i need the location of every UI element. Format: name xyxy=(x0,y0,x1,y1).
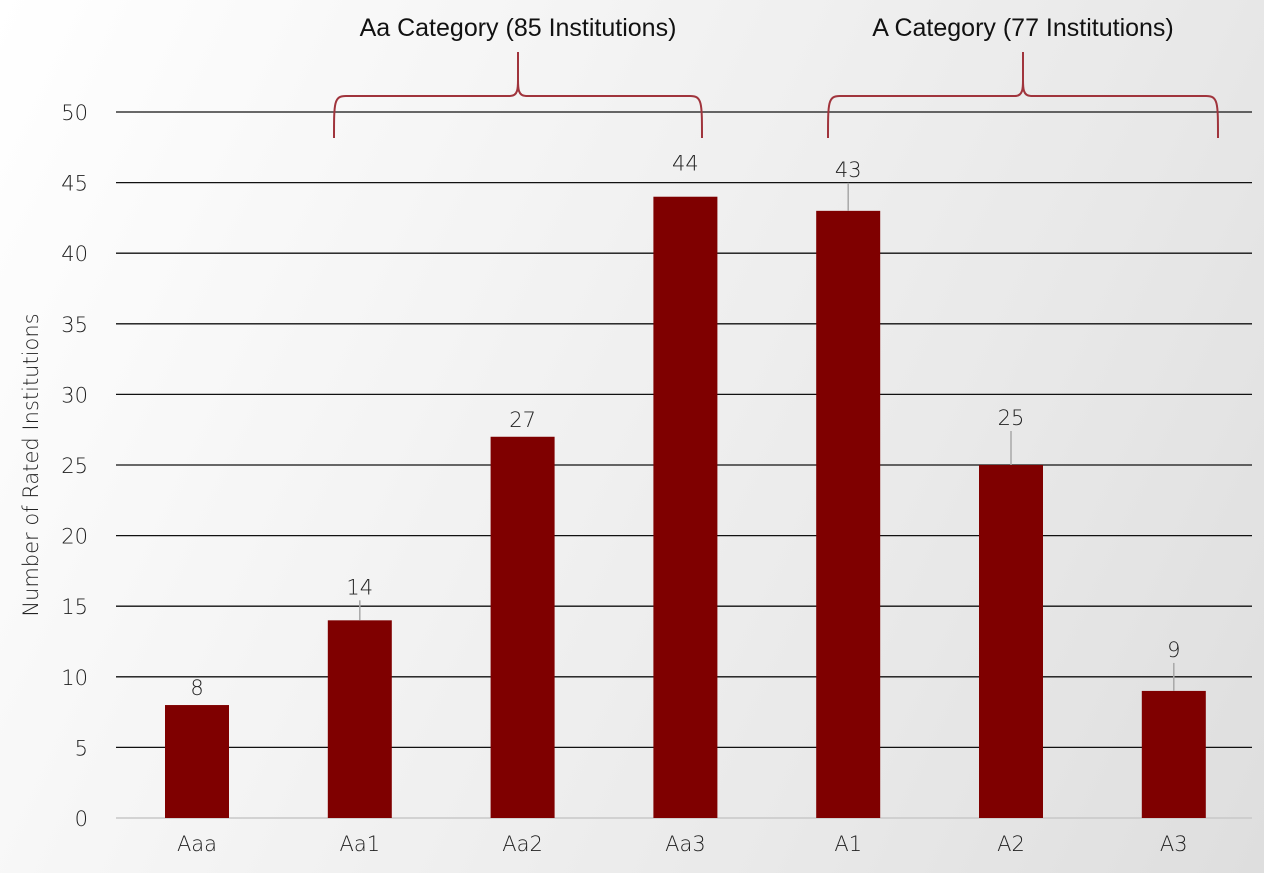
data-label: 14 xyxy=(346,575,373,599)
bars xyxy=(165,196,1206,819)
data-label: 8 xyxy=(190,676,203,700)
y-tick-label: 50 xyxy=(61,101,88,125)
bar-a2 xyxy=(979,465,1043,818)
bar-aa3 xyxy=(653,196,718,819)
x-tick-label: A3 xyxy=(1160,832,1188,856)
y-tick-label: 25 xyxy=(61,454,88,478)
x-tick-label: A1 xyxy=(834,832,862,856)
y-tick-label: 40 xyxy=(61,242,88,266)
data-label: 25 xyxy=(998,406,1025,430)
x-tick-label: A2 xyxy=(997,832,1025,856)
data-label: 43 xyxy=(835,158,862,182)
y-axis-ticks: 0 5 10 15 20 25 30 35 40 45 50 xyxy=(61,101,88,831)
label-leader-lines xyxy=(359,182,1175,691)
group-bracket xyxy=(333,52,703,139)
data-label: 27 xyxy=(509,408,536,432)
bar-a3 xyxy=(1141,690,1206,818)
x-tick-label: Aaa xyxy=(177,832,217,856)
group-label: Aa Category (85 Institutions) xyxy=(360,14,677,42)
group-label: A Category (77 Institutions) xyxy=(872,14,1174,42)
y-tick-label: 45 xyxy=(61,172,88,196)
y-tick-label: 15 xyxy=(61,595,88,619)
group-brackets: Aa Category (85 Institutions) A Category … xyxy=(333,14,1219,139)
bar-aaa xyxy=(165,705,229,818)
y-axis-title: Number of Rated Institutions xyxy=(19,313,43,616)
data-label: 44 xyxy=(672,152,699,176)
bar-a1 xyxy=(816,210,881,819)
y-tick-label: 35 xyxy=(61,313,88,337)
bar-aa1 xyxy=(327,620,392,818)
data-labels: 8 14 27 44 43 25 9 xyxy=(190,152,1180,700)
x-tick-label: Aa2 xyxy=(502,832,543,856)
y-tick-label: 20 xyxy=(61,525,88,549)
y-tick-label: 0 xyxy=(75,807,88,831)
y-tick-label: 30 xyxy=(61,383,88,407)
y-tick-label: 5 xyxy=(75,736,88,760)
x-tick-label: Aa1 xyxy=(339,832,380,856)
y-tick-label: 10 xyxy=(61,666,88,690)
x-axis-ticks: Aaa Aa1 Aa2 Aa3 A1 A2 A3 xyxy=(177,832,1188,856)
data-label: 9 xyxy=(1167,638,1180,662)
group-bracket xyxy=(827,52,1219,139)
bar-aa2 xyxy=(490,436,555,818)
x-tick-label: Aa3 xyxy=(665,832,706,856)
